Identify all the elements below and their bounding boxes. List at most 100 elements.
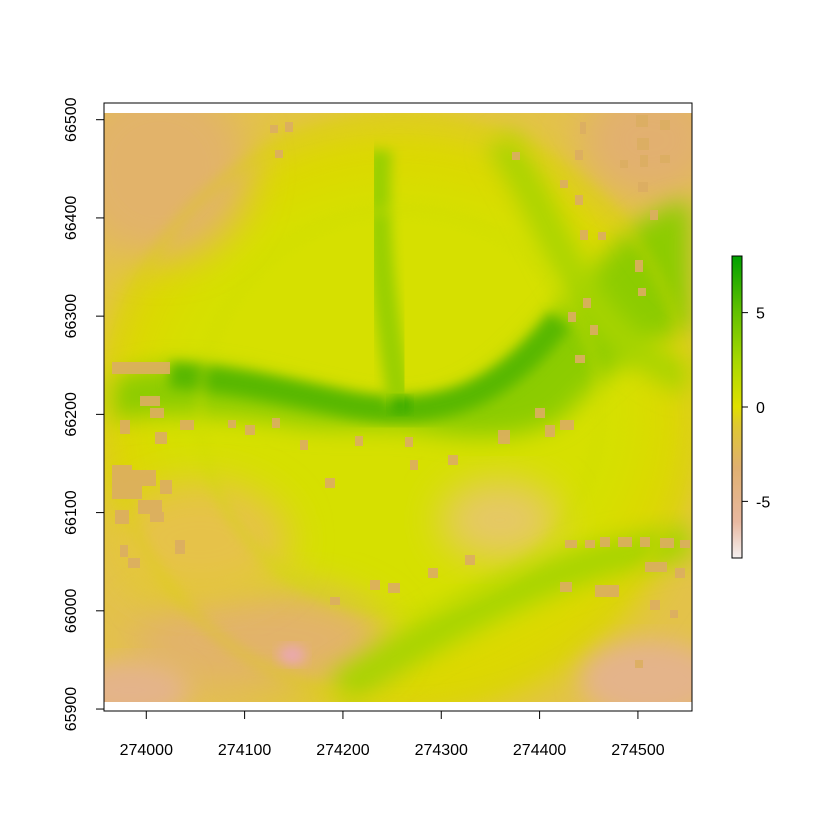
raster-building-footprint — [640, 155, 648, 167]
raster-building-footprint — [580, 230, 588, 240]
raster-building-footprint — [560, 420, 574, 430]
raster-building-footprint — [120, 420, 130, 434]
raster-building-footprint — [512, 152, 520, 160]
raster-building-footprint — [650, 600, 660, 610]
raster-building-footprint — [228, 420, 236, 428]
raster-building-footprint — [330, 597, 340, 605]
raster-building-footprint — [650, 210, 658, 220]
raster-building-footprint — [635, 660, 643, 668]
raster-ring-outer — [104, 114, 692, 702]
raster-building-footprint — [545, 425, 555, 437]
raster-building-footprint — [128, 558, 140, 568]
y-tick-label: 66500 — [63, 97, 80, 142]
y-tick-label: 66100 — [63, 490, 80, 535]
raster-building-footprint — [405, 437, 413, 447]
raster-building-footprint — [270, 125, 278, 133]
raster-building-footprint — [355, 436, 363, 446]
raster-building-footprint — [645, 562, 667, 572]
colorbar-tick-label: 0 — [756, 400, 765, 417]
raster-building-footprint — [245, 425, 255, 435]
colorbar-tick-label: -5 — [756, 494, 770, 511]
raster-building-footprint — [160, 480, 172, 494]
colorbar-gradient — [731, 255, 743, 559]
raster-building-footprint — [565, 540, 577, 548]
raster-building-footprint — [660, 155, 670, 163]
raster-building-footprint — [370, 580, 380, 590]
raster-building-footprint — [115, 510, 129, 524]
raster-low-corner-sw — [104, 660, 190, 702]
raster-building-footprint — [638, 288, 646, 296]
raster-building-footprint — [535, 408, 545, 418]
x-tick-label: 274100 — [218, 742, 271, 759]
raster-building-footprint — [590, 325, 598, 335]
raster-building-footprint — [285, 122, 293, 132]
raster-building-footprint — [585, 540, 595, 548]
raster-low-corner-ne — [580, 113, 692, 200]
raster-ring-inner — [195, 205, 605, 615]
y-tick-label: 65900 — [63, 687, 80, 732]
raster-building-footprint — [150, 512, 164, 522]
raster-building-footprint — [583, 298, 591, 308]
x-tick-label: 274500 — [611, 742, 664, 759]
raster-building-footprint — [560, 180, 568, 188]
raster-building-footprint — [638, 182, 648, 192]
raster-building-footprint — [675, 568, 685, 578]
raster-buildings — [112, 115, 690, 668]
colorbar-ticks: 5 0 -5 — [742, 306, 770, 511]
raster-building-footprint — [465, 555, 475, 565]
raster-building-footprint — [112, 362, 170, 374]
raster-ridge-core — [169, 312, 571, 423]
raster-building-footprint — [670, 610, 678, 618]
raster-building-footprint — [175, 540, 185, 554]
raster-building-footprint — [140, 396, 160, 406]
raster-building-footprint — [640, 537, 650, 547]
raster-building-footprint — [428, 568, 438, 578]
raster-building-footprint — [112, 465, 132, 485]
raster-building-footprint — [618, 537, 632, 547]
colorbar-legend: 5 0 -5 — [731, 255, 770, 559]
x-tick-label: 274300 — [415, 742, 468, 759]
raster-building-footprint — [580, 122, 586, 134]
x-axis: 274000 274100 274200 274300 274400 274500 — [120, 710, 665, 759]
raster-building-footprint — [637, 138, 649, 150]
raster-building-footprint — [325, 478, 335, 488]
raster-building-footprint — [660, 538, 674, 548]
raster-building-footprint — [600, 537, 610, 547]
raster-low-east — [440, 480, 560, 560]
raster-building-footprint — [595, 585, 619, 597]
raster-building-footprint — [575, 150, 583, 160]
x-tick-label: 274400 — [513, 742, 566, 759]
raster-building-footprint — [155, 432, 167, 444]
y-tick-label: 66300 — [63, 294, 80, 339]
raster-peak — [390, 397, 410, 413]
colorbar-tick-label: 5 — [756, 306, 765, 323]
raster-surface — [104, 113, 692, 702]
raster-building-footprint — [275, 150, 283, 158]
y-tick-label: 66400 — [63, 196, 80, 241]
raster-building-footprint — [448, 455, 458, 465]
y-axis: 65900 66000 66100 66200 66300 66400 66500 — [63, 97, 105, 732]
raster-low-pit — [278, 645, 306, 665]
raster-building-footprint — [568, 312, 576, 322]
raster-building-footprint — [620, 160, 628, 168]
raster-low-corner-se — [580, 640, 692, 702]
raster-building-footprint — [575, 355, 585, 363]
raster-building-footprint — [598, 232, 606, 240]
raster-north-ridge — [366, 149, 412, 407]
raster-building-footprint — [272, 418, 280, 428]
raster-building-footprint — [150, 408, 164, 418]
raster-building-footprint — [132, 470, 156, 486]
raster-building-footprint — [635, 260, 643, 272]
x-tick-label: 274000 — [120, 742, 173, 759]
raster-building-footprint — [112, 485, 142, 499]
raster-low-corner-nw — [104, 113, 250, 260]
x-tick-label: 274200 — [316, 742, 369, 759]
raster-building-footprint — [180, 420, 194, 430]
y-tick-label: 66200 — [63, 392, 80, 437]
raster-building-footprint — [636, 115, 648, 127]
raster-building-footprint — [575, 195, 583, 205]
y-tick-label: 66000 — [63, 588, 80, 633]
raster-building-footprint — [300, 440, 308, 450]
raster-building-footprint — [138, 500, 162, 514]
